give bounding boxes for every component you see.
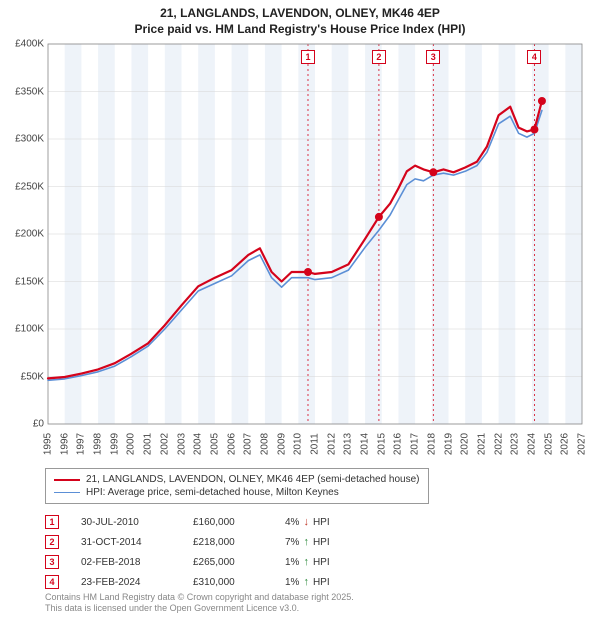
footnote-line-2: This data is licensed under the Open Gov… [45, 603, 354, 614]
arrow-up-icon: ↑ [303, 577, 309, 588]
x-tick-label: 2025 [543, 433, 554, 455]
sale-row-date: 31-OCT-2014 [81, 537, 171, 548]
legend-label-hpi: HPI: Average price, semi-detached house,… [86, 487, 339, 498]
title-block: 21, LANGLANDS, LAVENDON, OLNEY, MK46 4EP… [0, 0, 600, 39]
delta-vs: HPI [313, 557, 330, 568]
sale-row-delta: 1% ↑ HPI [285, 577, 375, 588]
x-tick-label: 2023 [510, 433, 521, 455]
legend-swatch-property [54, 479, 80, 481]
footnote-line-1: Contains HM Land Registry data © Crown c… [45, 592, 354, 603]
x-axis-labels: 1995199619971998199920002001200220032004… [48, 424, 582, 468]
delta-pct: 4% [285, 517, 299, 528]
sale-row-price: £265,000 [193, 557, 263, 568]
delta-pct: 1% [285, 577, 299, 588]
x-tick-label: 2013 [343, 433, 354, 455]
x-tick-label: 2027 [577, 433, 588, 455]
chart-svg [48, 44, 582, 424]
legend-label-property: 21, LANGLANDS, LAVENDON, OLNEY, MK46 4EP… [86, 474, 420, 485]
x-tick-label: 2006 [226, 433, 237, 455]
sale-row-marker: 4 [45, 575, 59, 589]
title-line-1: 21, LANGLANDS, LAVENDON, OLNEY, MK46 4EP [10, 6, 590, 22]
x-tick-label: 2015 [376, 433, 387, 455]
y-tick-label: £200K [2, 229, 44, 240]
x-tick-label: 2019 [443, 433, 454, 455]
y-tick-label: £50K [2, 371, 44, 382]
x-tick-label: 2026 [560, 433, 571, 455]
y-tick-label: £100K [2, 324, 44, 335]
x-tick-label: 2017 [410, 433, 421, 455]
delta-vs: HPI [313, 517, 330, 528]
delta-vs: HPI [313, 577, 330, 588]
sale-row: 1 30-JUL-2010 £160,000 4% ↓ HPI [45, 512, 375, 532]
x-tick-label: 1999 [109, 433, 120, 455]
x-tick-label: 2003 [176, 433, 187, 455]
sale-row-delta: 1% ↑ HPI [285, 557, 375, 568]
sale-row: 2 31-OCT-2014 £218,000 7% ↑ HPI [45, 532, 375, 552]
x-tick-label: 2004 [193, 433, 204, 455]
sale-row-price: £160,000 [193, 517, 263, 528]
x-tick-label: 1997 [76, 433, 87, 455]
x-tick-label: 2022 [493, 433, 504, 455]
legend-row: 21, LANGLANDS, LAVENDON, OLNEY, MK46 4EP… [54, 473, 420, 486]
x-tick-label: 1996 [59, 433, 70, 455]
x-tick-label: 2002 [159, 433, 170, 455]
x-tick-label: 1995 [43, 433, 54, 455]
sale-row-price: £310,000 [193, 577, 263, 588]
sales-table: 1 30-JUL-2010 £160,000 4% ↓ HPI 2 31-OCT-2014 £2… [45, 512, 375, 592]
x-tick-label: 2021 [476, 433, 487, 455]
delta-vs: HPI [313, 537, 330, 548]
x-tick-label: 2012 [326, 433, 337, 455]
y-tick-label: £400K [2, 39, 44, 50]
sale-row-date: 02-FEB-2018 [81, 557, 171, 568]
x-tick-label: 2005 [209, 433, 220, 455]
delta-pct: 7% [285, 537, 299, 548]
sale-row-price: £218,000 [193, 537, 263, 548]
arrow-down-icon: ↓ [303, 517, 309, 528]
sale-row-date: 23-FEB-2024 [81, 577, 171, 588]
y-tick-label: £350K [2, 86, 44, 97]
legend: 21, LANGLANDS, LAVENDON, OLNEY, MK46 4EP… [45, 468, 429, 504]
legend-swatch-hpi [54, 492, 80, 493]
sale-row-delta: 4% ↓ HPI [285, 517, 375, 528]
y-tick-label: £150K [2, 276, 44, 287]
delta-pct: 1% [285, 557, 299, 568]
x-tick-label: 2009 [276, 433, 287, 455]
x-tick-label: 2014 [360, 433, 371, 455]
x-tick-label: 2000 [126, 433, 137, 455]
sale-row-marker: 2 [45, 535, 59, 549]
sale-row: 3 02-FEB-2018 £265,000 1% ↑ HPI [45, 552, 375, 572]
arrow-up-icon: ↑ [303, 557, 309, 568]
sale-marker-box: 2 [372, 50, 386, 64]
arrow-up-icon: ↑ [303, 537, 309, 548]
sale-row-marker: 3 [45, 555, 59, 569]
x-tick-label: 2020 [460, 433, 471, 455]
y-tick-label: £250K [2, 181, 44, 192]
sale-row-delta: 7% ↑ HPI [285, 537, 375, 548]
x-tick-label: 1998 [93, 433, 104, 455]
sale-marker-box: 3 [426, 50, 440, 64]
x-tick-label: 2010 [293, 433, 304, 455]
sale-row-date: 30-JUL-2010 [81, 517, 171, 528]
title-line-2: Price paid vs. HM Land Registry's House … [10, 22, 590, 38]
x-tick-label: 2008 [259, 433, 270, 455]
x-tick-label: 2001 [143, 433, 154, 455]
y-tick-label: £300K [2, 134, 44, 145]
legend-row: HPI: Average price, semi-detached house,… [54, 486, 420, 499]
chart-container: 21, LANGLANDS, LAVENDON, OLNEY, MK46 4EP… [0, 0, 600, 620]
y-tick-label: £0 [2, 419, 44, 430]
chart-plot-area: £0£50K£100K£150K£200K£250K£300K£350K£400… [48, 44, 582, 424]
sale-row: 4 23-FEB-2024 £310,000 1% ↑ HPI [45, 572, 375, 592]
sale-row-marker: 1 [45, 515, 59, 529]
x-tick-label: 2016 [393, 433, 404, 455]
sale-marker-box: 4 [527, 50, 541, 64]
x-tick-label: 2018 [426, 433, 437, 455]
footnote: Contains HM Land Registry data © Crown c… [45, 592, 354, 615]
x-tick-label: 2007 [243, 433, 254, 455]
sale-marker-box: 1 [301, 50, 315, 64]
x-tick-label: 2024 [526, 433, 537, 455]
x-tick-label: 2011 [310, 433, 321, 455]
